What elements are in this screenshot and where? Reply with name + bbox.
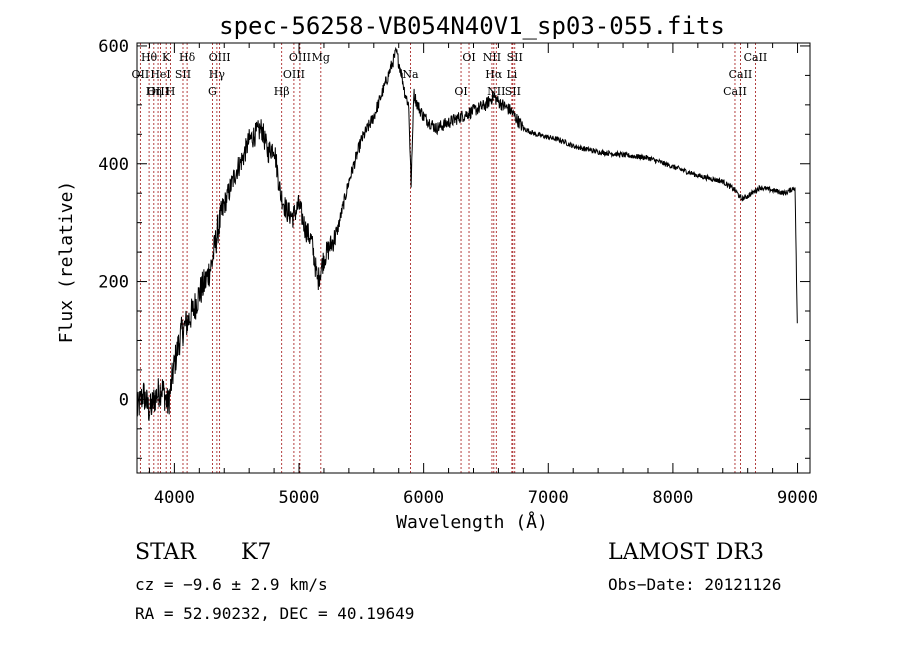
x-tick-label: 7000 [528, 488, 569, 508]
line-label: CaII [744, 51, 768, 64]
emission-lines [139, 43, 756, 473]
x-tick-label: 9000 [777, 488, 818, 508]
line-label: OI [454, 85, 467, 98]
line-label: Mg [312, 51, 330, 64]
line-label: SII [175, 68, 191, 81]
plot-border [136, 42, 811, 474]
y-tick-label: 200 [98, 273, 129, 293]
line-label: OIII [209, 51, 231, 64]
line-label: SII [507, 51, 523, 64]
line-label: H [166, 85, 176, 98]
x-axis-label: Wavelength (Å) [396, 511, 548, 533]
x-tick-label: 6000 [403, 488, 444, 508]
line-label: Hη [146, 85, 162, 98]
line-label: OIII [289, 51, 311, 64]
y-tick-label: 600 [98, 37, 129, 57]
coordinates-label: RA = 52.90232, DEC = 40.19649 [135, 604, 415, 623]
spectrum [136, 46, 798, 421]
line-label: OIII [147, 85, 169, 98]
y-axis: 0 200 400 600 [98, 37, 810, 459]
y-axis-label: Flux (relative) [56, 181, 77, 344]
line-label: Hθ [141, 51, 158, 64]
y-tick-label: 0 [119, 390, 129, 410]
line-label: NII [487, 85, 505, 98]
line-label: OII [132, 68, 150, 81]
chart-title: spec-56258-VB054N40V1_sp03-055.fits [219, 12, 725, 40]
line-label: SII [505, 85, 521, 98]
line-label: OI [462, 51, 475, 64]
obs-date-label: Obs−Date: 20121126 [608, 575, 782, 594]
redshift-label: cz = −9.6 ± 2.9 km/s [135, 575, 328, 594]
line-label: Hβ [274, 85, 290, 98]
plot-frame [136, 42, 811, 474]
line-label: Hγ [209, 68, 226, 81]
line-label: K [162, 51, 171, 64]
object-subclass: K7 [241, 540, 272, 565]
line-labels: HθOIIOIIIKHeIHηHδSIIHOIIIHγGOIIIOIIIHβMg… [132, 51, 768, 98]
x-tick-label: 5000 [279, 488, 320, 508]
x-axis: 4000 5000 6000 7000 8000 9000 [148, 43, 818, 508]
x-tick-label: 8000 [652, 488, 693, 508]
line-label: HeI [150, 68, 170, 81]
line-label: G [208, 85, 217, 98]
line-label: Hδ [179, 51, 196, 64]
object-class: STAR [135, 540, 196, 565]
line-label: Hα [485, 68, 503, 81]
line-label: Na [402, 68, 419, 81]
line-label: NII [483, 51, 501, 64]
survey-label: LAMOST DR3 [608, 540, 764, 565]
flux-line [136, 46, 798, 421]
y-tick-label: 400 [98, 155, 129, 175]
line-label: Li [506, 68, 517, 81]
x-tick-label: 4000 [154, 488, 195, 508]
line-label: CaII [723, 85, 747, 98]
line-label: CaII [729, 68, 753, 81]
line-label: OIII [283, 68, 305, 81]
